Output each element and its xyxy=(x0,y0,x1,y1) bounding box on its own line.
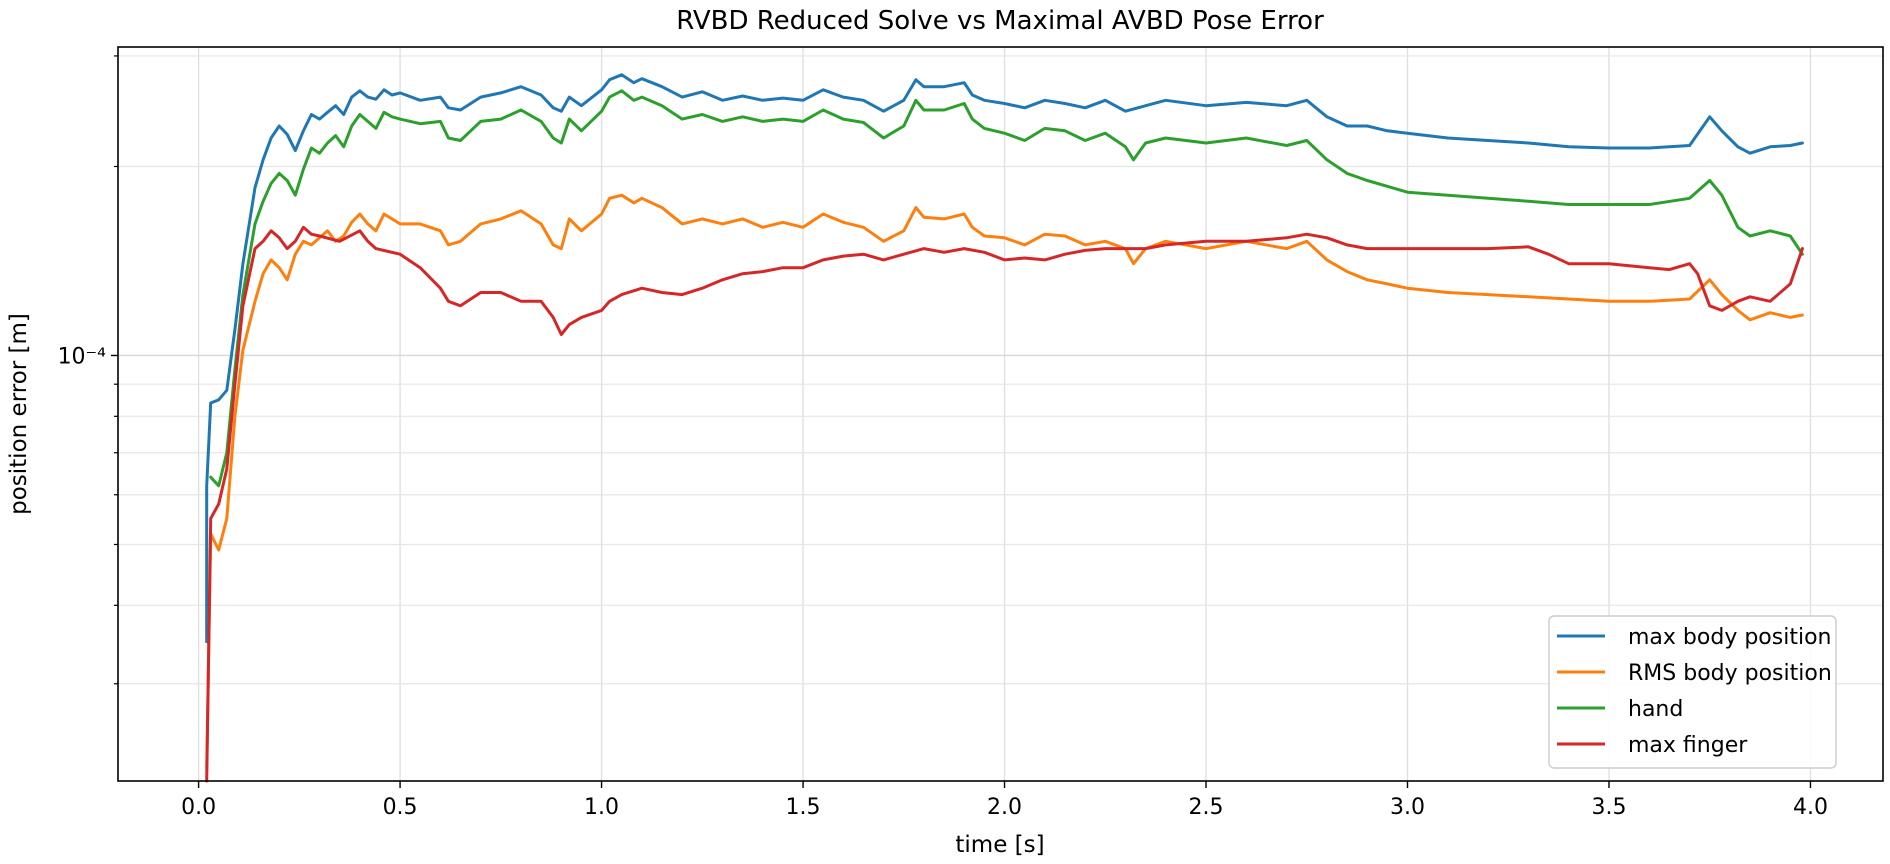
legend-label: max body position xyxy=(1628,625,1831,650)
x-tick-label: 3.5 xyxy=(1591,795,1626,820)
x-tick-label: 2.5 xyxy=(1189,795,1224,820)
x-tick-label: 1.0 xyxy=(584,795,619,820)
series-line-max-finger xyxy=(205,225,1804,783)
x-tick-label: 0.0 xyxy=(181,795,216,820)
y-tick-label: 10⁻⁴ xyxy=(58,344,107,369)
plot-frame xyxy=(117,46,1884,782)
legend-box xyxy=(1548,615,1837,769)
x-tick-label: 2.0 xyxy=(987,795,1022,820)
legend: max body position RMS body position hand ma… xyxy=(1548,615,1837,769)
y-axis: 10⁻⁴ xyxy=(58,55,118,685)
x-tick-label: 3.0 xyxy=(1390,795,1425,820)
legend-label: RMS body position xyxy=(1628,661,1832,686)
x-tick-label: 4.0 xyxy=(1793,795,1828,820)
x-axis-label: time [s] xyxy=(955,832,1044,858)
x-tick-label: 0.5 xyxy=(383,795,418,820)
chart-title: RVBD Reduced Solve vs Maximal AVBD Pose … xyxy=(676,6,1324,36)
x-axis: 0.0 0.5 1.0 1.5 2.0 2.5 3.0 3.5 4.0 xyxy=(181,781,1828,820)
y-axis-label: position error [m] xyxy=(6,313,32,515)
series-line-max-body-position xyxy=(205,73,1804,644)
series-line-hand xyxy=(209,89,1804,488)
series-layer xyxy=(205,73,1804,783)
legend-label: hand xyxy=(1628,697,1683,722)
x-tick-label: 1.5 xyxy=(786,795,821,820)
series-line-rms-body-position xyxy=(205,193,1804,770)
legend-label: max finger xyxy=(1628,733,1748,758)
